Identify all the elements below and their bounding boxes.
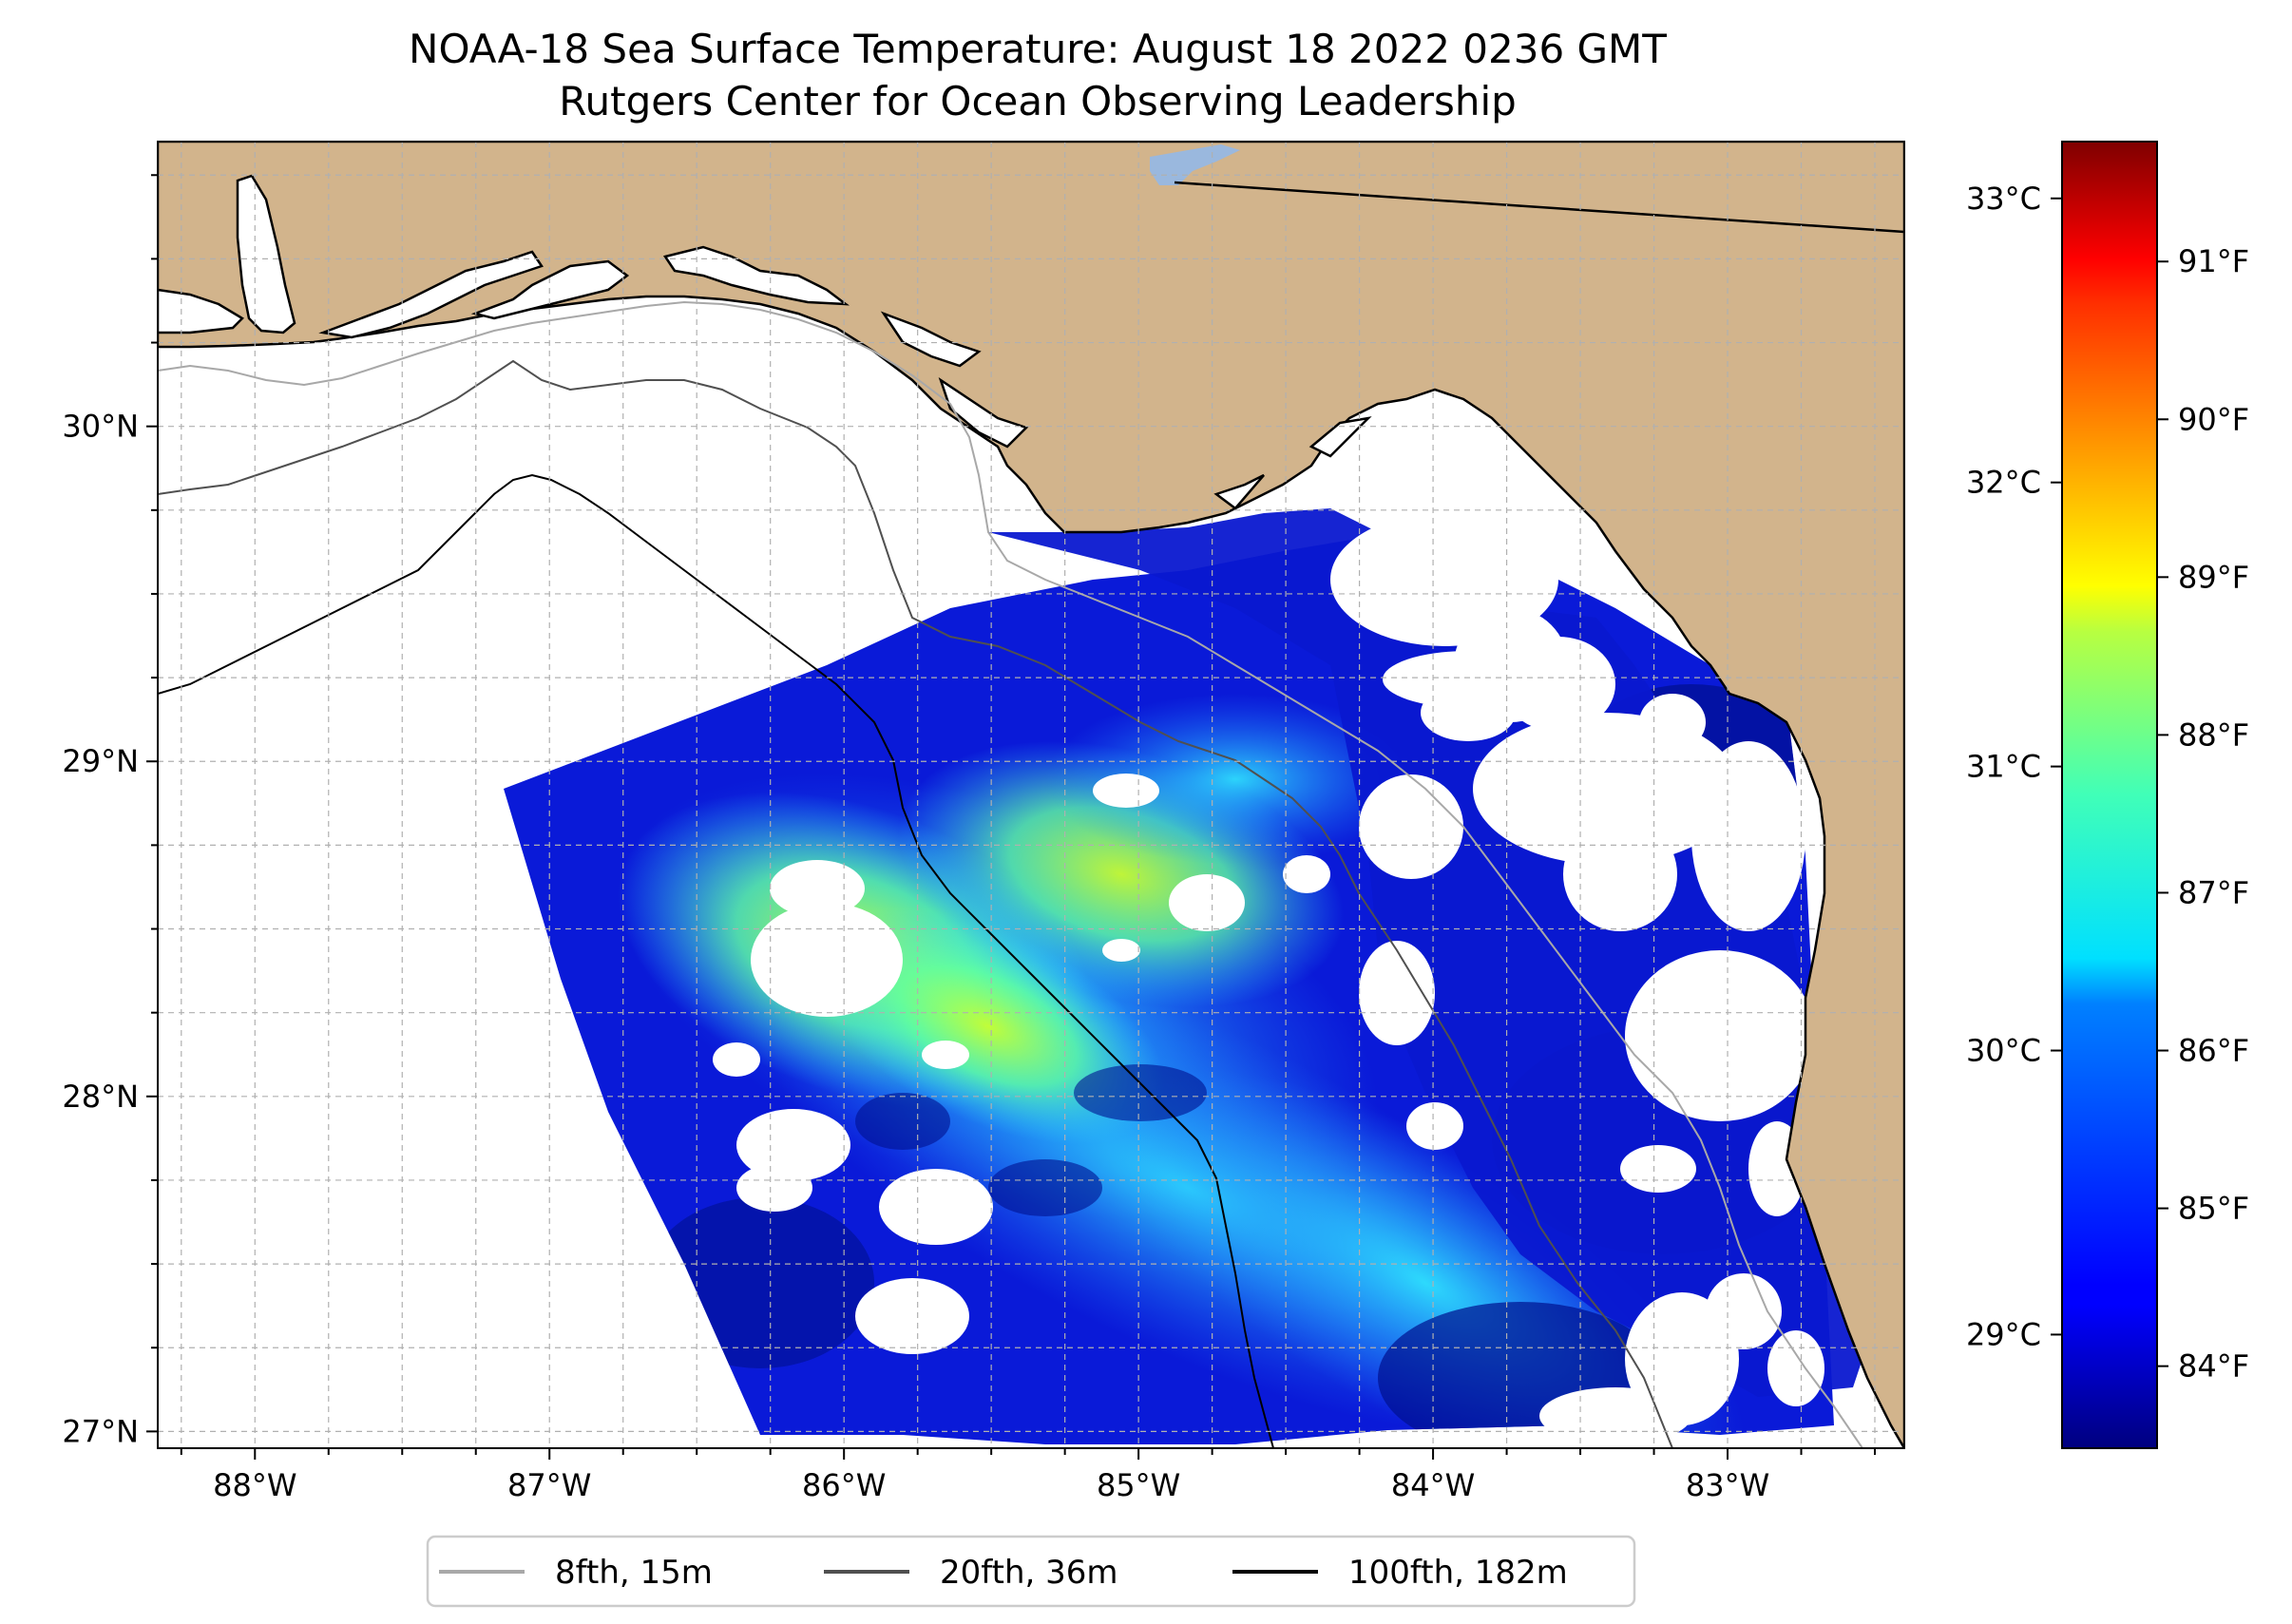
fahrenheit-tick-label: 91°F	[2178, 243, 2249, 279]
legend-label: 20fth, 36m	[940, 1554, 1118, 1592]
legend-label: 100fth, 182m	[1348, 1554, 1568, 1592]
coastal-bays	[158, 174, 1372, 510]
fahrenheit-tick-label: 85°F	[2178, 1191, 2249, 1227]
x-tick-label: 83°W	[1686, 1467, 1769, 1503]
map-frame	[157, 141, 1905, 1449]
x-tick-label: 84°W	[1391, 1467, 1475, 1503]
land-mass	[158, 142, 1904, 1448]
contour-8fth	[158, 300, 1863, 1448]
y-tick-label: 29°N	[62, 743, 139, 779]
colorbar	[2061, 141, 2158, 1449]
fahrenheit-tick-label: 87°F	[2178, 874, 2249, 910]
fahrenheit-tick-label: 88°F	[2178, 716, 2249, 753]
map-title: NOAA-18 Sea Surface Temperature: August …	[409, 26, 1667, 72]
celsius-tick-label: 31°C	[1966, 749, 2041, 785]
celsius-tick-label: 32°C	[1966, 465, 2041, 501]
fahrenheit-tick-label: 84°F	[2178, 1348, 2249, 1385]
map-subtitle: Rutgers Center for Ocean Observing Leade…	[559, 78, 1517, 124]
y-tick-label: 30°N	[62, 409, 139, 445]
axis-ticks: 88°W 87°W 86°W 85°W 84°W 83°W 27°N 28°N 29°N 30°N	[62, 174, 1877, 1503]
celsius-tick-label: 30°C	[1966, 1033, 2041, 1069]
x-tick-label: 88°W	[213, 1467, 296, 1503]
contour-20fth	[158, 359, 1673, 1448]
fahrenheit-tick-label: 90°F	[2178, 401, 2249, 437]
cloud-gaps	[713, 513, 1824, 1444]
fahrenheit-tick-label: 89°F	[2178, 559, 2249, 595]
y-tick-label: 28°N	[62, 1079, 139, 1115]
gridlines	[158, 142, 1904, 1448]
x-tick-label: 85°W	[1097, 1467, 1180, 1503]
contour-legend: 8fth, 15m 20fth, 36m 100fth, 182m	[426, 1535, 1636, 1608]
legend-label: 8fth, 15m	[555, 1554, 713, 1592]
x-tick-label: 86°W	[802, 1467, 886, 1503]
state-boundary	[1174, 181, 1904, 234]
fahrenheit-tick-label: 86°F	[2178, 1033, 2249, 1069]
celsius-tick-label: 33°C	[1966, 181, 2041, 217]
contour-100fth	[158, 473, 1274, 1448]
legend-box	[426, 1535, 1636, 1608]
celsius-tick-label: 29°C	[1966, 1316, 2041, 1352]
x-tick-label: 87°W	[507, 1467, 591, 1503]
colorbar-ticks: 29°C 30°C 31°C 32°C 33°C 84°F 85°F 86°F 87°F 88°F…	[1966, 181, 2249, 1385]
y-tick-label: 27°N	[62, 1413, 139, 1449]
map-area	[158, 142, 1904, 1448]
